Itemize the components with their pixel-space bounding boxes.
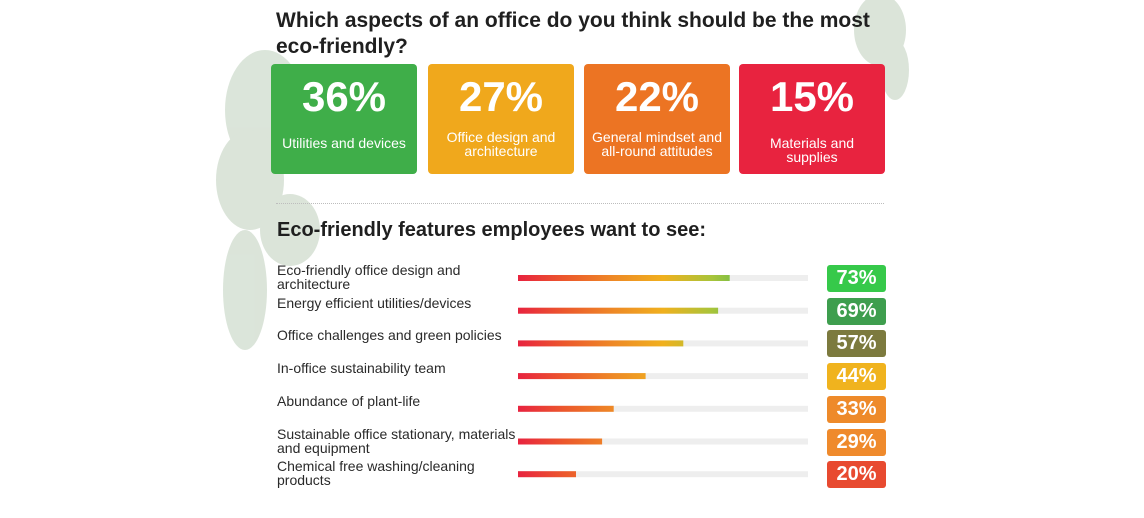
bar-layer bbox=[518, 275, 808, 478]
bar-5 bbox=[518, 405, 614, 412]
bar-track bbox=[518, 471, 808, 478]
features-title: Eco-friendly features employees want to … bbox=[277, 219, 707, 241]
category-label: Abundance of plant-life bbox=[277, 392, 421, 409]
value-badge: 33% bbox=[827, 395, 886, 423]
aspect-label: General mindset and all-round attitudes bbox=[592, 129, 722, 159]
bar-4 bbox=[518, 373, 646, 380]
category-label: Sustainable office stationary, materials… bbox=[277, 425, 516, 456]
bar-track bbox=[518, 405, 808, 412]
bar-6 bbox=[518, 438, 603, 445]
features-bar-chart: Eco-friendly office design and architect… bbox=[270, 255, 890, 500]
bar-2 bbox=[518, 307, 719, 314]
category-label: Eco-friendly office design and architect… bbox=[277, 262, 461, 292]
category-label: In-office sustainability team bbox=[277, 360, 446, 377]
bar-3 bbox=[518, 340, 684, 347]
value-badge: 29% bbox=[827, 428, 886, 456]
value-badge: 73% bbox=[827, 265, 886, 292]
aspect-label: Materials and supplies bbox=[769, 135, 855, 165]
aspect-label: Office design and architecture bbox=[446, 129, 556, 159]
aspect-card-office-design: 27% Office design and architecture bbox=[428, 64, 574, 174]
value-badge: 44% bbox=[827, 363, 886, 391]
aspect-label: Utilities and devices bbox=[282, 135, 406, 151]
aspect-percent: 27% bbox=[458, 73, 544, 120]
section-divider bbox=[276, 203, 884, 204]
aspect-card-mindset: 22% General mindset and all-round attitu… bbox=[584, 64, 730, 174]
bar-7 bbox=[518, 471, 576, 478]
bar-track bbox=[518, 373, 808, 380]
aspect-cards: 36% Utilities and devices 27% Office des… bbox=[271, 64, 887, 174]
category-label: Chemical free washing/cleaning products bbox=[277, 458, 475, 489]
value-badge: 69% bbox=[827, 297, 886, 325]
value-badge: 20% bbox=[827, 461, 886, 489]
aspect-card-materials: 15% Materials and supplies bbox=[739, 64, 885, 174]
bar-track bbox=[518, 438, 808, 445]
value-badge: 57% bbox=[827, 330, 886, 358]
category-label: Energy efficient utilities/devices bbox=[277, 294, 472, 311]
aspect-card-utilities: 36% Utilities and devices bbox=[271, 64, 417, 174]
question-title: Which aspects of an office do you think … bbox=[276, 9, 870, 58]
aspect-percent: 36% bbox=[301, 73, 387, 120]
aspect-percent: 22% bbox=[614, 73, 700, 120]
category-label: Office challenges and green policies bbox=[277, 327, 502, 344]
bar-1 bbox=[518, 275, 730, 281]
aspect-percent: 15% bbox=[769, 73, 855, 120]
